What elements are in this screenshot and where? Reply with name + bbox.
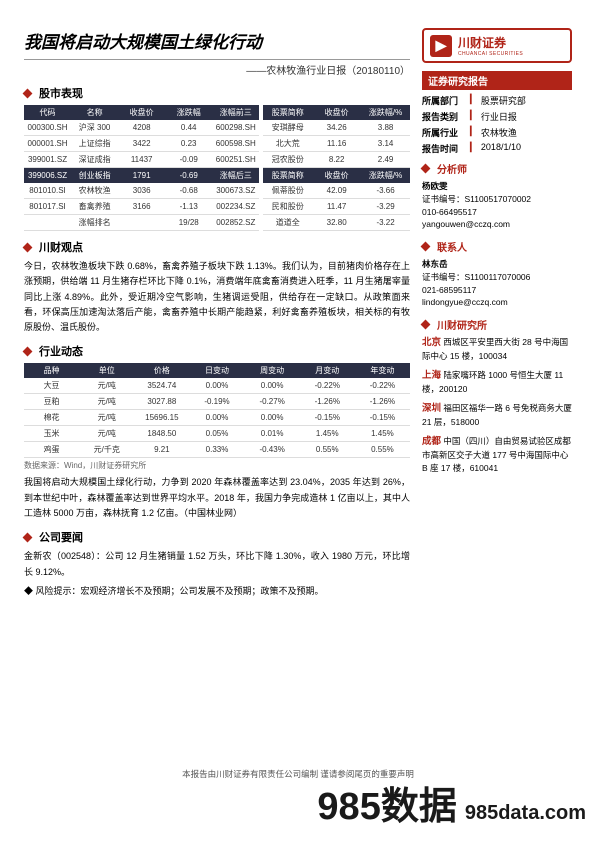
meta-dept: 所属部门▎股票研究部: [422, 94, 572, 107]
side-report-head: 证券研究报告: [422, 71, 572, 90]
logo-mark-icon: ▶: [430, 35, 452, 57]
meta-industry: 所属行业▎农林牧渔: [422, 126, 572, 139]
side-institute-head: 川财研究所: [422, 317, 572, 332]
addr-cd: 成都 中国（四川）自由贸易试验区成都市高新区交子大道 177 号中海国际中心 B…: [422, 435, 572, 475]
section-market: 股市表现: [24, 85, 410, 101]
market-table-right: 股票简称收盘价涨跌幅/% 安琪酵母34.263.88北大荒11.163.14冠农…: [263, 105, 410, 231]
diamond-icon: [23, 242, 33, 252]
section-company: 公司要闻: [24, 529, 410, 545]
contact-block: 林东岳 证书编号：S1100117070006 021-68595117 lin…: [422, 258, 572, 309]
viewpoint-text: 今日，农林牧渔板块下跌 0.68%，畜禽养殖子板块下跌 1.13%。我们认为，目…: [24, 259, 410, 335]
addr-bj: 北京 西城区平安里西大街 28 号中海国际中心 15 楼，100034: [422, 336, 572, 363]
addr-sz: 深圳 福田区福华一路 6 号免税商务大厦 21 层，518000: [422, 402, 572, 429]
industry-text: 我国将启动大规模国土绿化行动，力争到 2020 年森林覆盖率达到 23.04%，…: [24, 475, 410, 521]
section-industry: 行业动态: [24, 343, 410, 359]
diamond-icon: [421, 320, 431, 330]
page-title: 我国将启动大规模国土绿化行动: [24, 28, 410, 53]
logo-cn: 川财证券: [458, 34, 523, 51]
meta-date: 报告时间▎2018/1/10: [422, 142, 572, 155]
brand-logo: ▶ 川财证券 CHUANCAI SECURITIES: [422, 28, 572, 63]
table-source: 数据来源：Wind，川财证券研究所: [24, 460, 410, 471]
meta-type: 报告类别▎行业日报: [422, 110, 572, 123]
diamond-icon: [23, 88, 33, 98]
section-viewpoint: 川财观点: [24, 239, 410, 255]
diamond-icon: [421, 164, 431, 174]
addr-sh: 上海 陆家嘴环路 1000 号恒生大厦 11 楼，200120: [422, 369, 572, 396]
diamond-icon: [23, 347, 33, 357]
analyst-block: 杨欧雯 证书编号：S1100517070002 010-66495517 yan…: [422, 180, 572, 231]
risk-text: ◆ 风险提示：宏观经济增长不及预期；公司发展不及预期；政策不及预期。: [24, 584, 410, 599]
diamond-icon: [23, 532, 33, 542]
side-contact-head: 联系人: [422, 239, 572, 254]
company-text: 金新农（002548）：公司 12 月生猪销量 1.52 万头，环比下降 1.3…: [24, 549, 410, 580]
page-subtitle: ——农林牧渔行业日报（20180110）: [24, 59, 410, 77]
watermark: 985数据985data.com: [317, 775, 586, 830]
diamond-icon: [421, 242, 431, 252]
logo-en: CHUANCAI SECURITIES: [458, 51, 523, 57]
market-table-left: 代码名称收盘价涨跌幅涨幅前三 000300.SH沪深 30042080.4460…: [24, 105, 259, 231]
industry-table: 品种单位价格日变动周变动月变动年变动 大豆元/吨3524.740.00%0.00…: [24, 363, 410, 458]
side-analyst-head: 分析师: [422, 161, 572, 176]
